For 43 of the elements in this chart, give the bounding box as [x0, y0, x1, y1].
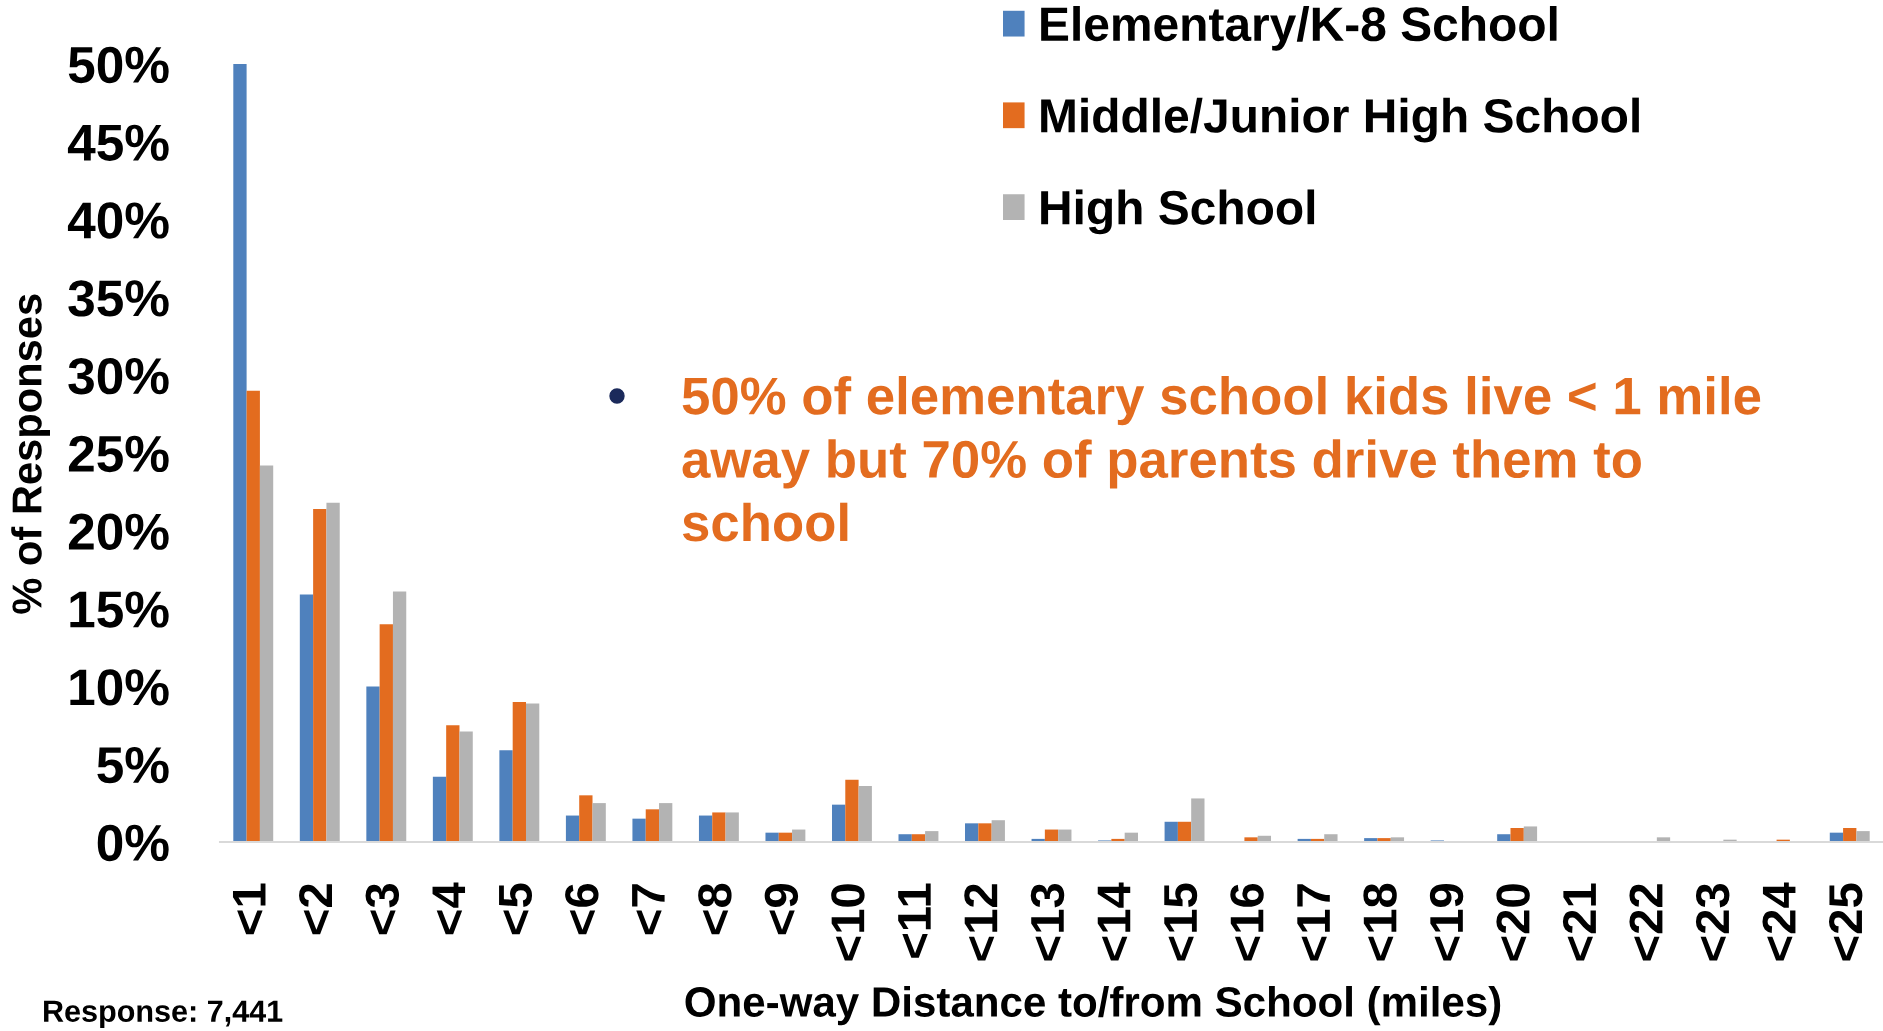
y-axis-title: % of Responses	[11, 294, 50, 614]
x-tick-label: <5	[499, 883, 533, 935]
y-tick-label: 15%	[70, 591, 169, 628]
x-tick-label: <21	[1562, 883, 1596, 961]
x-tick-label: <11	[898, 883, 931, 958]
x-tick-label: <15	[1164, 883, 1198, 961]
y-tick-label: 40%	[67, 202, 169, 239]
annotation: 50% of elementary school kids live < 1 mile away but 70% of parents drive them to school	[682, 376, 1761, 542]
y-tick-label: 45%	[67, 124, 169, 161]
x-tick-label: <20	[1496, 884, 1530, 961]
legend-label: Middle/Junior High School	[1041, 97, 1639, 143]
legend-label: Elementary/K-8 School	[1041, 6, 1557, 51]
text: Response: 7,441	[44, 1000, 283, 1028]
x-tick-label: <17	[1297, 884, 1330, 961]
x-tick-label: <10	[831, 884, 865, 961]
x-tick-label: <13	[1030, 883, 1065, 961]
y-tick-label: 10%	[70, 669, 169, 706]
y-tick-label: 0%	[97, 824, 169, 862]
x-tick-label: <12	[964, 884, 998, 961]
x-tick-label: <16	[1230, 883, 1264, 961]
x-tick-label: <25	[1828, 883, 1863, 961]
y-tick-label: 30%	[68, 357, 169, 395]
y-tick-label: 5%	[97, 747, 169, 784]
x-tick-label: <1	[232, 883, 266, 935]
x-tick-label: <7	[632, 884, 665, 935]
x-tick-label: <14	[1097, 882, 1131, 961]
x-tick-label: <23	[1695, 883, 1730, 961]
x-tick-label: <6	[565, 883, 599, 935]
x-tick-label: <24	[1762, 882, 1796, 961]
legend-label: High School	[1041, 189, 1315, 235]
x-tick-label: <22	[1629, 884, 1663, 961]
y-tick-label: 50%	[68, 46, 169, 84]
x-tick-label: <9	[764, 884, 799, 935]
x-tick-label: <18	[1363, 883, 1397, 961]
y-tick-label: 25%	[68, 435, 169, 473]
x-tick-label: <4	[432, 882, 466, 935]
x-tick-label: <2	[299, 884, 332, 935]
y-tick-label: 20%	[68, 513, 169, 550]
x-tick-label: <19	[1429, 884, 1464, 961]
x-axis-title: One-way Distance to/from School (miles)	[685, 986, 1501, 1026]
x-tick-label: <8	[698, 883, 732, 935]
y-tick-label: 35%	[68, 280, 169, 317]
x-tick-label: <3	[365, 883, 400, 935]
